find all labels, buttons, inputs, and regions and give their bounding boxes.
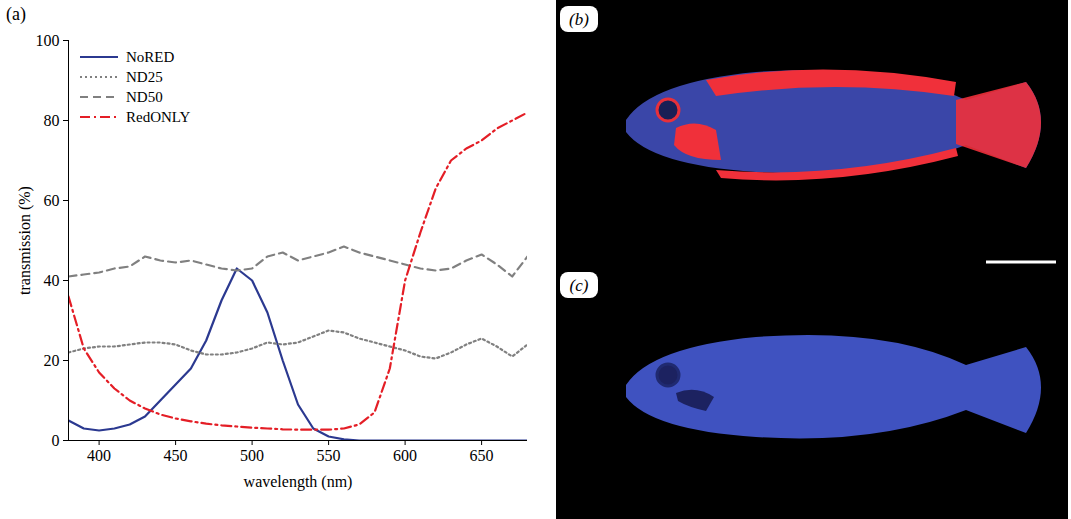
svg-text:NoRED: NoRED — [126, 49, 175, 65]
svg-text:(b): (b) — [569, 10, 589, 29]
svg-text:60: 60 — [44, 192, 60, 209]
svg-text:400: 400 — [87, 447, 111, 464]
svg-text:(c): (c) — [570, 276, 589, 295]
svg-text:80: 80 — [44, 112, 60, 129]
svg-text:550: 550 — [317, 447, 341, 464]
svg-text:600: 600 — [393, 447, 417, 464]
svg-text:ND25: ND25 — [126, 69, 163, 85]
svg-text:40: 40 — [44, 272, 60, 289]
svg-text:650: 650 — [470, 447, 494, 464]
svg-text:wavelength (nm): wavelength (nm) — [244, 473, 353, 491]
html-text:(a): (a) — [6, 4, 26, 24]
svg-text:500: 500 — [240, 447, 264, 464]
svg-text:20: 20 — [44, 352, 60, 369]
svg-text:transmission (%): transmission (%) — [16, 186, 34, 295]
svg-text:450: 450 — [164, 447, 188, 464]
svg-text:RedONLY: RedONLY — [126, 109, 190, 125]
svg-text:0: 0 — [52, 432, 60, 449]
svg-text:ND50: ND50 — [126, 89, 163, 105]
svg-text:100: 100 — [36, 32, 60, 49]
